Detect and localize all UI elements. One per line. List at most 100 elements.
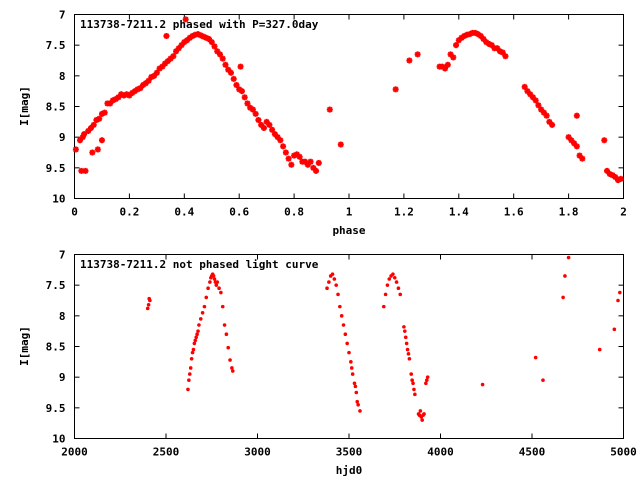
unphased-data-point (618, 290, 622, 295)
unphased-data-point (480, 382, 485, 387)
unphased-data-point (327, 280, 331, 284)
unphased-data-point (345, 341, 349, 346)
phased-data-point (230, 75, 237, 82)
unphased-data-point (187, 378, 191, 383)
unphased-data-point (217, 286, 221, 291)
unphased-data-point (410, 378, 414, 383)
phased-x-tick-label: 1 (346, 206, 353, 219)
unphased-data-point (561, 295, 565, 300)
phased-data-point (617, 175, 624, 182)
unphased-data-point (334, 283, 338, 287)
unphased-y-axis-label: I[mag] (18, 326, 31, 366)
phased-data-point (153, 69, 160, 76)
unphased-data-point (189, 356, 194, 361)
unphased-data-point (391, 272, 395, 276)
unphased-data-point (215, 280, 220, 284)
unphased-x-tick-label: 3500 (336, 446, 363, 459)
unphased-data-point (350, 372, 355, 376)
phased-data-point (227, 69, 234, 76)
unphased-data-point (387, 277, 392, 281)
unphased-data-point (230, 366, 234, 370)
unphased-x-tick-label: 2000 (61, 446, 88, 459)
unphased-data-point (332, 277, 337, 281)
phased-x-tick-label: 2 (620, 206, 627, 219)
phased-data-point (285, 155, 292, 162)
unphased-data-point (190, 350, 195, 355)
phased-data-point (313, 167, 320, 174)
unphased-data-point (330, 272, 335, 276)
phased-data-point (87, 124, 94, 131)
phased-data-point (182, 16, 189, 23)
phased-data-point (260, 124, 267, 131)
phased-data-point (392, 86, 399, 93)
unphased-data-point (392, 276, 397, 280)
phased-data-point (225, 66, 232, 73)
phased-data-point (288, 161, 295, 168)
phased-data-point (532, 97, 539, 104)
phased-data-point (107, 100, 114, 107)
unphased-data-point (228, 358, 232, 362)
unphased-data-point (197, 323, 201, 327)
unphased-plot-frame (74, 254, 624, 439)
unphased-data-point (394, 280, 399, 284)
unphased-data-point (347, 350, 351, 355)
phased-x-tick-label: 1.6 (504, 206, 524, 219)
unphased-data-point (383, 292, 388, 297)
unphased-data-point (563, 274, 567, 278)
phased-data-point (450, 54, 457, 61)
phased-data-point (170, 53, 177, 60)
phased-data-point (151, 72, 158, 79)
unphased-chart: 2000 2500 3000 3500 4000 4500 5000 7 7.5 8 8.5 9 9.5… (18, 249, 637, 478)
phased-data-point (237, 63, 244, 70)
phased-y-tick-label: 9 (59, 131, 66, 144)
unphased-x-tick-label: 5000 (610, 446, 637, 459)
phased-data-point (269, 126, 276, 133)
unphased-data-point (396, 286, 401, 291)
phased-data-point (601, 137, 608, 144)
phased-data-point (72, 146, 79, 153)
phased-data-point (579, 155, 586, 162)
phased-data-point (414, 51, 421, 58)
unphased-data-point (204, 295, 209, 300)
phased-data-point (90, 121, 97, 128)
phased-x-tick-label: 1.8 (559, 206, 579, 219)
phased-data-point (101, 109, 108, 116)
phased-chart-title: 113738-7211.2 phased with P=327.0day (80, 18, 319, 31)
unphased-data-point (211, 274, 216, 278)
unphased-data-point (413, 392, 417, 397)
unphased-data-point (222, 323, 227, 327)
phased-data-point (315, 159, 322, 166)
phased-data-point (277, 137, 284, 144)
phased-chart: 0 0.2 0.4 0.6 0.8 1 1.2 1.4 1.6 1.8 2 7 7.5 8 8.5 9 9.5 1… (18, 9, 627, 238)
phased-data-point (255, 116, 262, 123)
phased-data-points (72, 16, 624, 184)
unphased-data-point (355, 399, 360, 404)
unphased-data-point (191, 347, 196, 352)
unphased-data-point (336, 292, 340, 297)
phased-data-point (524, 88, 531, 95)
phased-data-point (89, 149, 96, 156)
unphased-data-point (230, 369, 235, 373)
phased-y-axis-label: I[mag] (18, 86, 31, 126)
unphased-data-point (224, 332, 229, 337)
phased-data-point (222, 61, 229, 68)
unphased-data-point (148, 298, 152, 303)
unphased-data-point (349, 360, 353, 364)
unphased-data-point (358, 409, 362, 413)
phased-y-tick-label: 7.5 (46, 39, 66, 52)
phased-data-point (406, 57, 413, 64)
phased-data-point (249, 106, 256, 113)
unphased-data-point (325, 286, 329, 291)
phased-data-point (502, 53, 509, 60)
phased-data-point (307, 158, 314, 165)
phased-data-point (241, 94, 248, 101)
unphased-data-point (196, 329, 200, 333)
unphased-y-tick-label: 9 (59, 371, 66, 384)
unphased-data-point (407, 356, 412, 361)
phased-data-point (266, 121, 273, 128)
unphased-data-point (424, 381, 428, 386)
unphased-data-point (212, 277, 217, 281)
unphased-data-point (208, 280, 212, 284)
phased-data-point (173, 48, 180, 55)
